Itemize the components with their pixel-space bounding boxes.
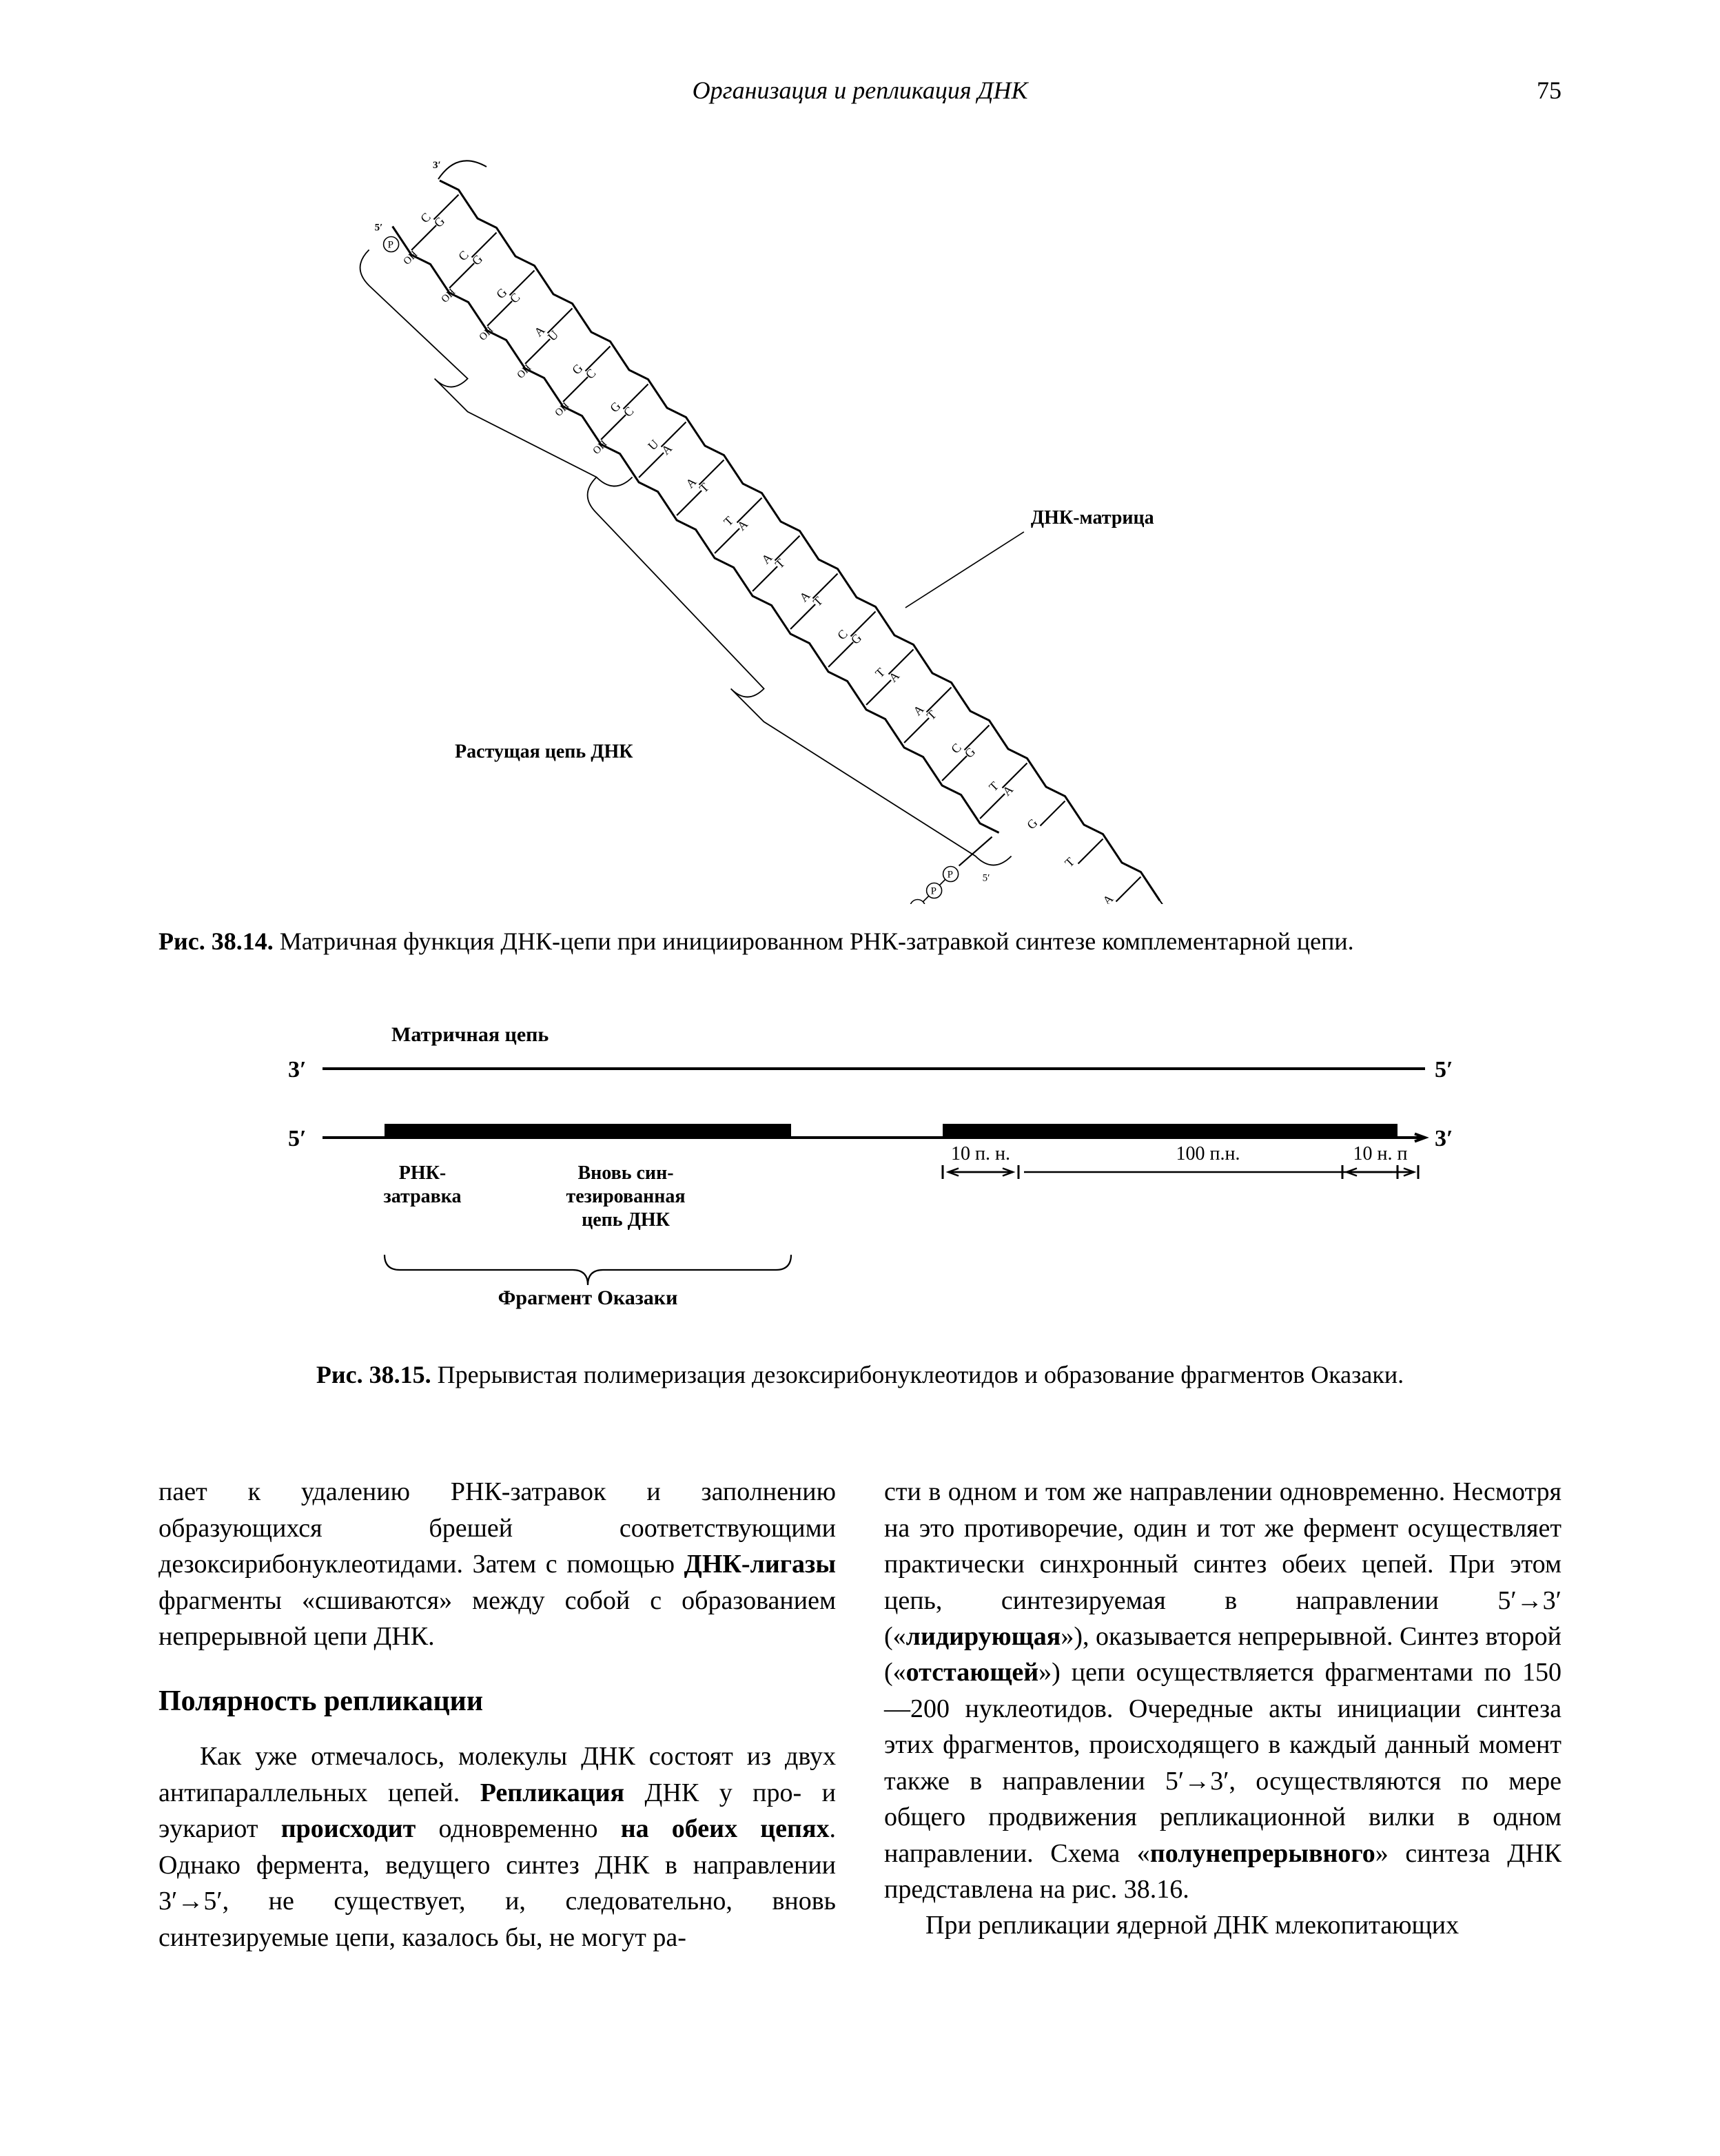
svg-text:P: P: [931, 886, 936, 897]
fig15-caption-lead: Рис. 38.15.: [316, 1361, 431, 1388]
t: на обеих цепях: [621, 1814, 830, 1843]
svg-text:ДНК-матрица: ДНК-матрица: [1031, 507, 1154, 528]
svg-text:5′: 5′: [288, 1126, 307, 1151]
svg-text:T: T: [1062, 854, 1077, 870]
figure-38-14-caption: Рис. 38.14. Матричная функция ДНК-цепи п…: [158, 925, 1562, 958]
fig15-caption-rest: Прерывистая полимеризация дезоксирибонук…: [431, 1361, 1404, 1388]
page: Организация и репликация ДНК 75 C C G A G G U A…: [0, 0, 1720, 2156]
svg-text:C: C: [418, 210, 433, 226]
svg-text:T: T: [721, 513, 736, 528]
body-columns: пает к удалению РНК-затравок и заполнени…: [158, 1474, 1562, 1955]
t: одновременно: [416, 1814, 620, 1843]
svg-text:цепь ДНК: цепь ДНК: [582, 1209, 670, 1231]
svg-text:Фрагмент Оказаки: Фрагмент Оказаки: [498, 1286, 678, 1309]
svg-text:OH: OH: [591, 438, 610, 457]
svg-text:5′: 5′: [375, 223, 383, 234]
svg-text:P: P: [948, 870, 953, 881]
figure-38-15: Матричная цепь 3′ 5′ 5′ 3′ РНК-затравка Вновь …: [158, 1007, 1562, 1392]
col1-para2: Как уже отмечалось, молекулы ДНК состоят…: [158, 1738, 836, 1955]
svg-text:G: G: [569, 361, 585, 377]
svg-text:A: A: [1100, 892, 1116, 904]
svg-text:OH: OH: [402, 249, 420, 267]
t: Репликация: [480, 1778, 624, 1807]
svg-text:U: U: [645, 437, 661, 453]
figure-38-15-caption: Рис. 38.15. Прерывистая полимеризация де…: [158, 1358, 1562, 1392]
page-number: 75: [1537, 76, 1562, 105]
fig14-caption-lead: Рис. 38.14.: [158, 927, 274, 955]
svg-text:3′: 3′: [1435, 1126, 1453, 1151]
svg-text:P: P: [388, 240, 393, 251]
svg-text:OH: OH: [553, 400, 572, 419]
svg-text:A: A: [683, 475, 699, 491]
svg-text:Вновь син-: Вновь син-: [577, 1162, 673, 1184]
svg-text:10 н. п: 10 н. п: [1353, 1143, 1408, 1164]
svg-text:A: A: [531, 323, 547, 339]
svg-text:100 п.н.: 100 п.н.: [1176, 1143, 1240, 1164]
figure-38-14: CCGAGGUATAACTACTGTA3′GOHGOHCOHUOHCOHCOHA…: [158, 132, 1562, 958]
svg-text:C: C: [835, 627, 850, 643]
svg-text:тезированная: тезированная: [566, 1186, 686, 1207]
svg-text:A: A: [797, 588, 812, 604]
svg-text:C: C: [455, 248, 471, 264]
svg-text:C: C: [948, 741, 964, 757]
svg-text:T: T: [986, 779, 1001, 794]
t: ») цепи осуществляется фрагментами по 15…: [884, 1658, 1562, 1867]
svg-text:OH: OH: [478, 325, 496, 343]
svg-text:OH: OH: [515, 362, 534, 381]
svg-text:OH: OH: [440, 287, 458, 305]
col2-para2: При репликации ядерной ДНК млекопитающих: [884, 1907, 1562, 1943]
svg-text:РНК-: РНК-: [399, 1162, 447, 1184]
svg-text:3′: 3′: [433, 160, 441, 171]
fig14-caption-rest: Матричная функция ДНК-цепи при иницииров…: [274, 927, 1354, 955]
svg-text:A: A: [910, 702, 926, 718]
svg-text:5′: 5′: [983, 873, 990, 884]
section-heading: Полярность репликации: [158, 1682, 836, 1722]
column-left: пает к удалению РНК-затравок и заполнени…: [158, 1474, 836, 1955]
t: фрагменты «сшиваются» между собой с обра…: [158, 1586, 836, 1651]
svg-text:G: G: [493, 285, 509, 301]
t: полунепрерывного: [1150, 1839, 1375, 1868]
figure-38-15-svg: Матричная цепь 3′ 5′ 5′ 3′ РНК-затравка Вновь …: [240, 1007, 1480, 1337]
figure-38-14-svg: CCGAGGUATAACTACTGTA3′GOHGOHCOHUOHCOHCOHA…: [343, 132, 1377, 904]
svg-text:10 п. н.: 10 п. н.: [951, 1143, 1010, 1164]
svg-text:G: G: [607, 399, 623, 415]
t: происходит: [281, 1814, 416, 1843]
svg-text:A: A: [759, 551, 775, 566]
t: отстающей: [906, 1658, 1039, 1687]
t: лидирующая: [906, 1622, 1061, 1651]
col2-para1: сти в одном и том же направлении одновре…: [884, 1474, 1562, 1907]
t: ДНК-лигазы: [684, 1550, 836, 1579]
svg-text:T: T: [872, 665, 888, 680]
svg-text:3′: 3′: [288, 1057, 307, 1082]
svg-text:Матричная цепь: Матричная цепь: [391, 1023, 549, 1046]
column-right: сти в одном и том же направлении одновре…: [884, 1474, 1562, 1955]
svg-text:5′: 5′: [1435, 1057, 1453, 1082]
svg-text:затравка: затравка: [383, 1186, 461, 1207]
svg-text:P: P: [914, 903, 920, 905]
col1-para1: пает к удалению РНК-затравок и заполнени…: [158, 1474, 836, 1654]
svg-text:Растущая цепь ДНК: Растущая цепь ДНК: [455, 741, 633, 763]
svg-text:G: G: [1024, 816, 1040, 832]
running-header: Организация и репликация ДНК: [158, 76, 1562, 105]
